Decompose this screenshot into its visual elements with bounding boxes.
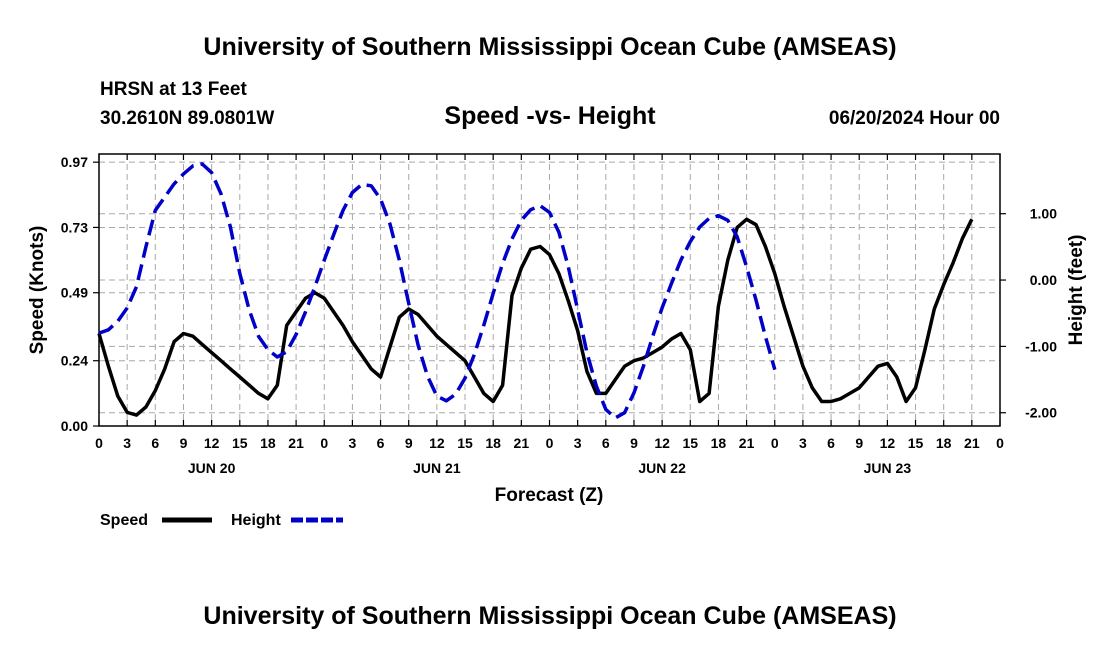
x-tick-label: 18 (711, 435, 727, 451)
y-axis-left-label: Speed (Knots) (27, 226, 48, 355)
x-tick-label: 0 (95, 435, 103, 451)
x-tick-label: 0 (320, 435, 328, 451)
x-tick-label: 9 (180, 435, 188, 451)
axis-ticks: 0 3 6 9 12 15 18 21 0 3 6 9 12 15 18 21 0 3 6 9 12 15 18 21 0 3 6 9… (61, 154, 1057, 476)
x-tick-label: 21 (514, 435, 530, 451)
station-label: HRSN at 13 Feet (100, 79, 247, 100)
x-tick-label: 12 (880, 435, 896, 451)
y-right-tick-label: 1.00 (1030, 206, 1057, 222)
day-label: JUN 21 (413, 460, 461, 476)
issued-time: 06/20/2024 Hour 00 (829, 108, 1000, 129)
data-series (97, 162, 974, 420)
x-tick-label: 9 (855, 435, 863, 451)
y-axis-right-label: Height (feet) (1066, 235, 1087, 346)
x-tick-label: 21 (964, 435, 980, 451)
x-tick-label: 6 (151, 435, 159, 451)
legend-speed-label: Speed (100, 512, 148, 529)
day-label: JUN 20 (188, 460, 236, 476)
day-label: JUN 23 (864, 460, 912, 476)
x-tick-label: 6 (827, 435, 835, 451)
x-tick-label: 6 (602, 435, 610, 451)
x-tick-label: 12 (429, 435, 445, 451)
day-label: JUN 22 (638, 460, 686, 476)
x-tick-label: 6 (377, 435, 385, 451)
x-tick-label: 3 (349, 435, 357, 451)
x-tick-label: 21 (288, 435, 304, 451)
x-tick-label: 15 (682, 435, 698, 451)
x-tick-label: 0 (771, 435, 779, 451)
x-tick-label: 9 (630, 435, 638, 451)
x-tick-label: 3 (123, 435, 131, 451)
location-label: 30.2610N 89.0801W (100, 108, 274, 129)
y-left-tick-label: 0.73 (61, 219, 88, 235)
grid-lines (99, 154, 1000, 426)
y-right-tick-label: -1.00 (1025, 338, 1057, 354)
series-line-height (98, 162, 777, 420)
x-tick-label: 3 (574, 435, 582, 451)
y-right-tick-label: -2.00 (1025, 405, 1057, 421)
chart-subtitle: Speed -vs- Height (444, 102, 656, 130)
x-tick-label: 18 (260, 435, 276, 451)
x-tick-label: 12 (654, 435, 670, 451)
header-title: University of Southern Mississippi Ocean… (203, 33, 896, 61)
legend-height-label: Height (231, 512, 281, 529)
x-tick-label: 15 (232, 435, 248, 451)
y-left-tick-label: 0.49 (61, 285, 88, 301)
x-tick-label: 0 (546, 435, 554, 451)
x-tick-label: 3 (799, 435, 807, 451)
legend: Speed Height (100, 512, 343, 529)
x-tick-label: 15 (908, 435, 924, 451)
y-left-tick-label: 0.00 (61, 418, 88, 434)
y-left-tick-label: 0.97 (61, 154, 88, 170)
x-tick-label: 18 (485, 435, 501, 451)
x-tick-label: 21 (739, 435, 755, 451)
series-line-speed (97, 217, 974, 417)
x-tick-label: 0 (996, 435, 1004, 451)
y-left-tick-label: 0.24 (61, 353, 88, 369)
footer-title: University of Southern Mississippi Ocean… (203, 602, 896, 630)
x-tick-label: 12 (204, 435, 220, 451)
x-tick-label: 18 (936, 435, 952, 451)
x-axis-label: Forecast (Z) (495, 485, 604, 506)
x-tick-label: 9 (405, 435, 413, 451)
x-tick-label: 15 (457, 435, 473, 451)
y-right-tick-label: 0.00 (1030, 272, 1057, 288)
